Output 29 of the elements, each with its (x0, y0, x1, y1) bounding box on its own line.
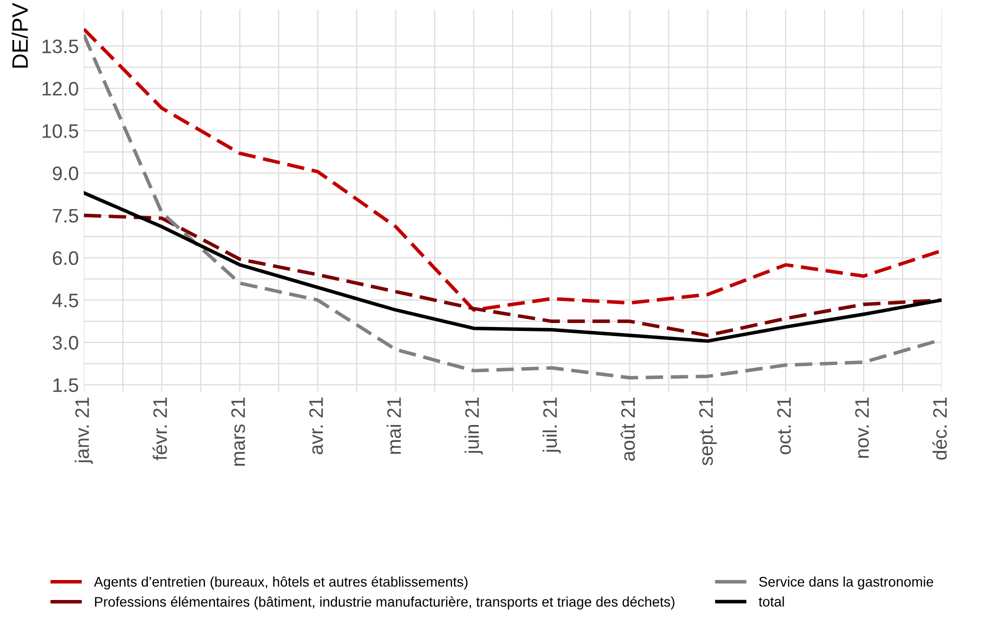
legend-label: Professions élémentaires (bâtiment, industrie manufacturière, transports et triage des déchets) (95, 596, 674, 610)
line-series (84, 214, 942, 338)
y-tick-label: 9.0 (52, 166, 78, 180)
y-tick-label: 4.5 (52, 294, 78, 308)
x-tick-label: déc. 21 (932, 398, 947, 460)
y-tick-label: 6.0 (52, 251, 78, 265)
line-series (84, 27, 942, 312)
x-tick-label: nov. 21 (855, 398, 869, 458)
y-tick-label: 7.5 (52, 209, 78, 223)
x-tick-label: oct. 21 (777, 398, 791, 454)
x-tick-label: avr. 21 (309, 398, 323, 454)
x-tick-label: sept. 21 (699, 398, 717, 466)
x-tick-label: févr. 21 (152, 398, 168, 460)
x-tick-label: janv. 21 (74, 398, 93, 464)
legend-label: total (758, 596, 784, 607)
x-tick-label: mars 21 (231, 398, 245, 466)
legend-label: Service dans la gastronomie (759, 576, 934, 590)
y-tick-label: 13.5 (42, 40, 78, 54)
y-tick-label: 1.5 (53, 378, 78, 392)
x-tick-label: juin 21 (464, 398, 483, 454)
x-tick-label: août 21 (620, 398, 635, 461)
legend-label: Agents d’entretien (bureaux, hôtels et autres établissements) (94, 576, 468, 590)
y-axis-title: DE/PV (12, 2, 28, 68)
x-tick-label: mai 21 (386, 398, 401, 454)
y-tick-label: 10.5 (42, 124, 78, 138)
y-tick-label: 3.0 (52, 336, 78, 350)
y-tick-label: 12.0 (42, 82, 78, 96)
x-tick-label: juil. 21 (542, 398, 561, 454)
line-series (84, 191, 942, 343)
